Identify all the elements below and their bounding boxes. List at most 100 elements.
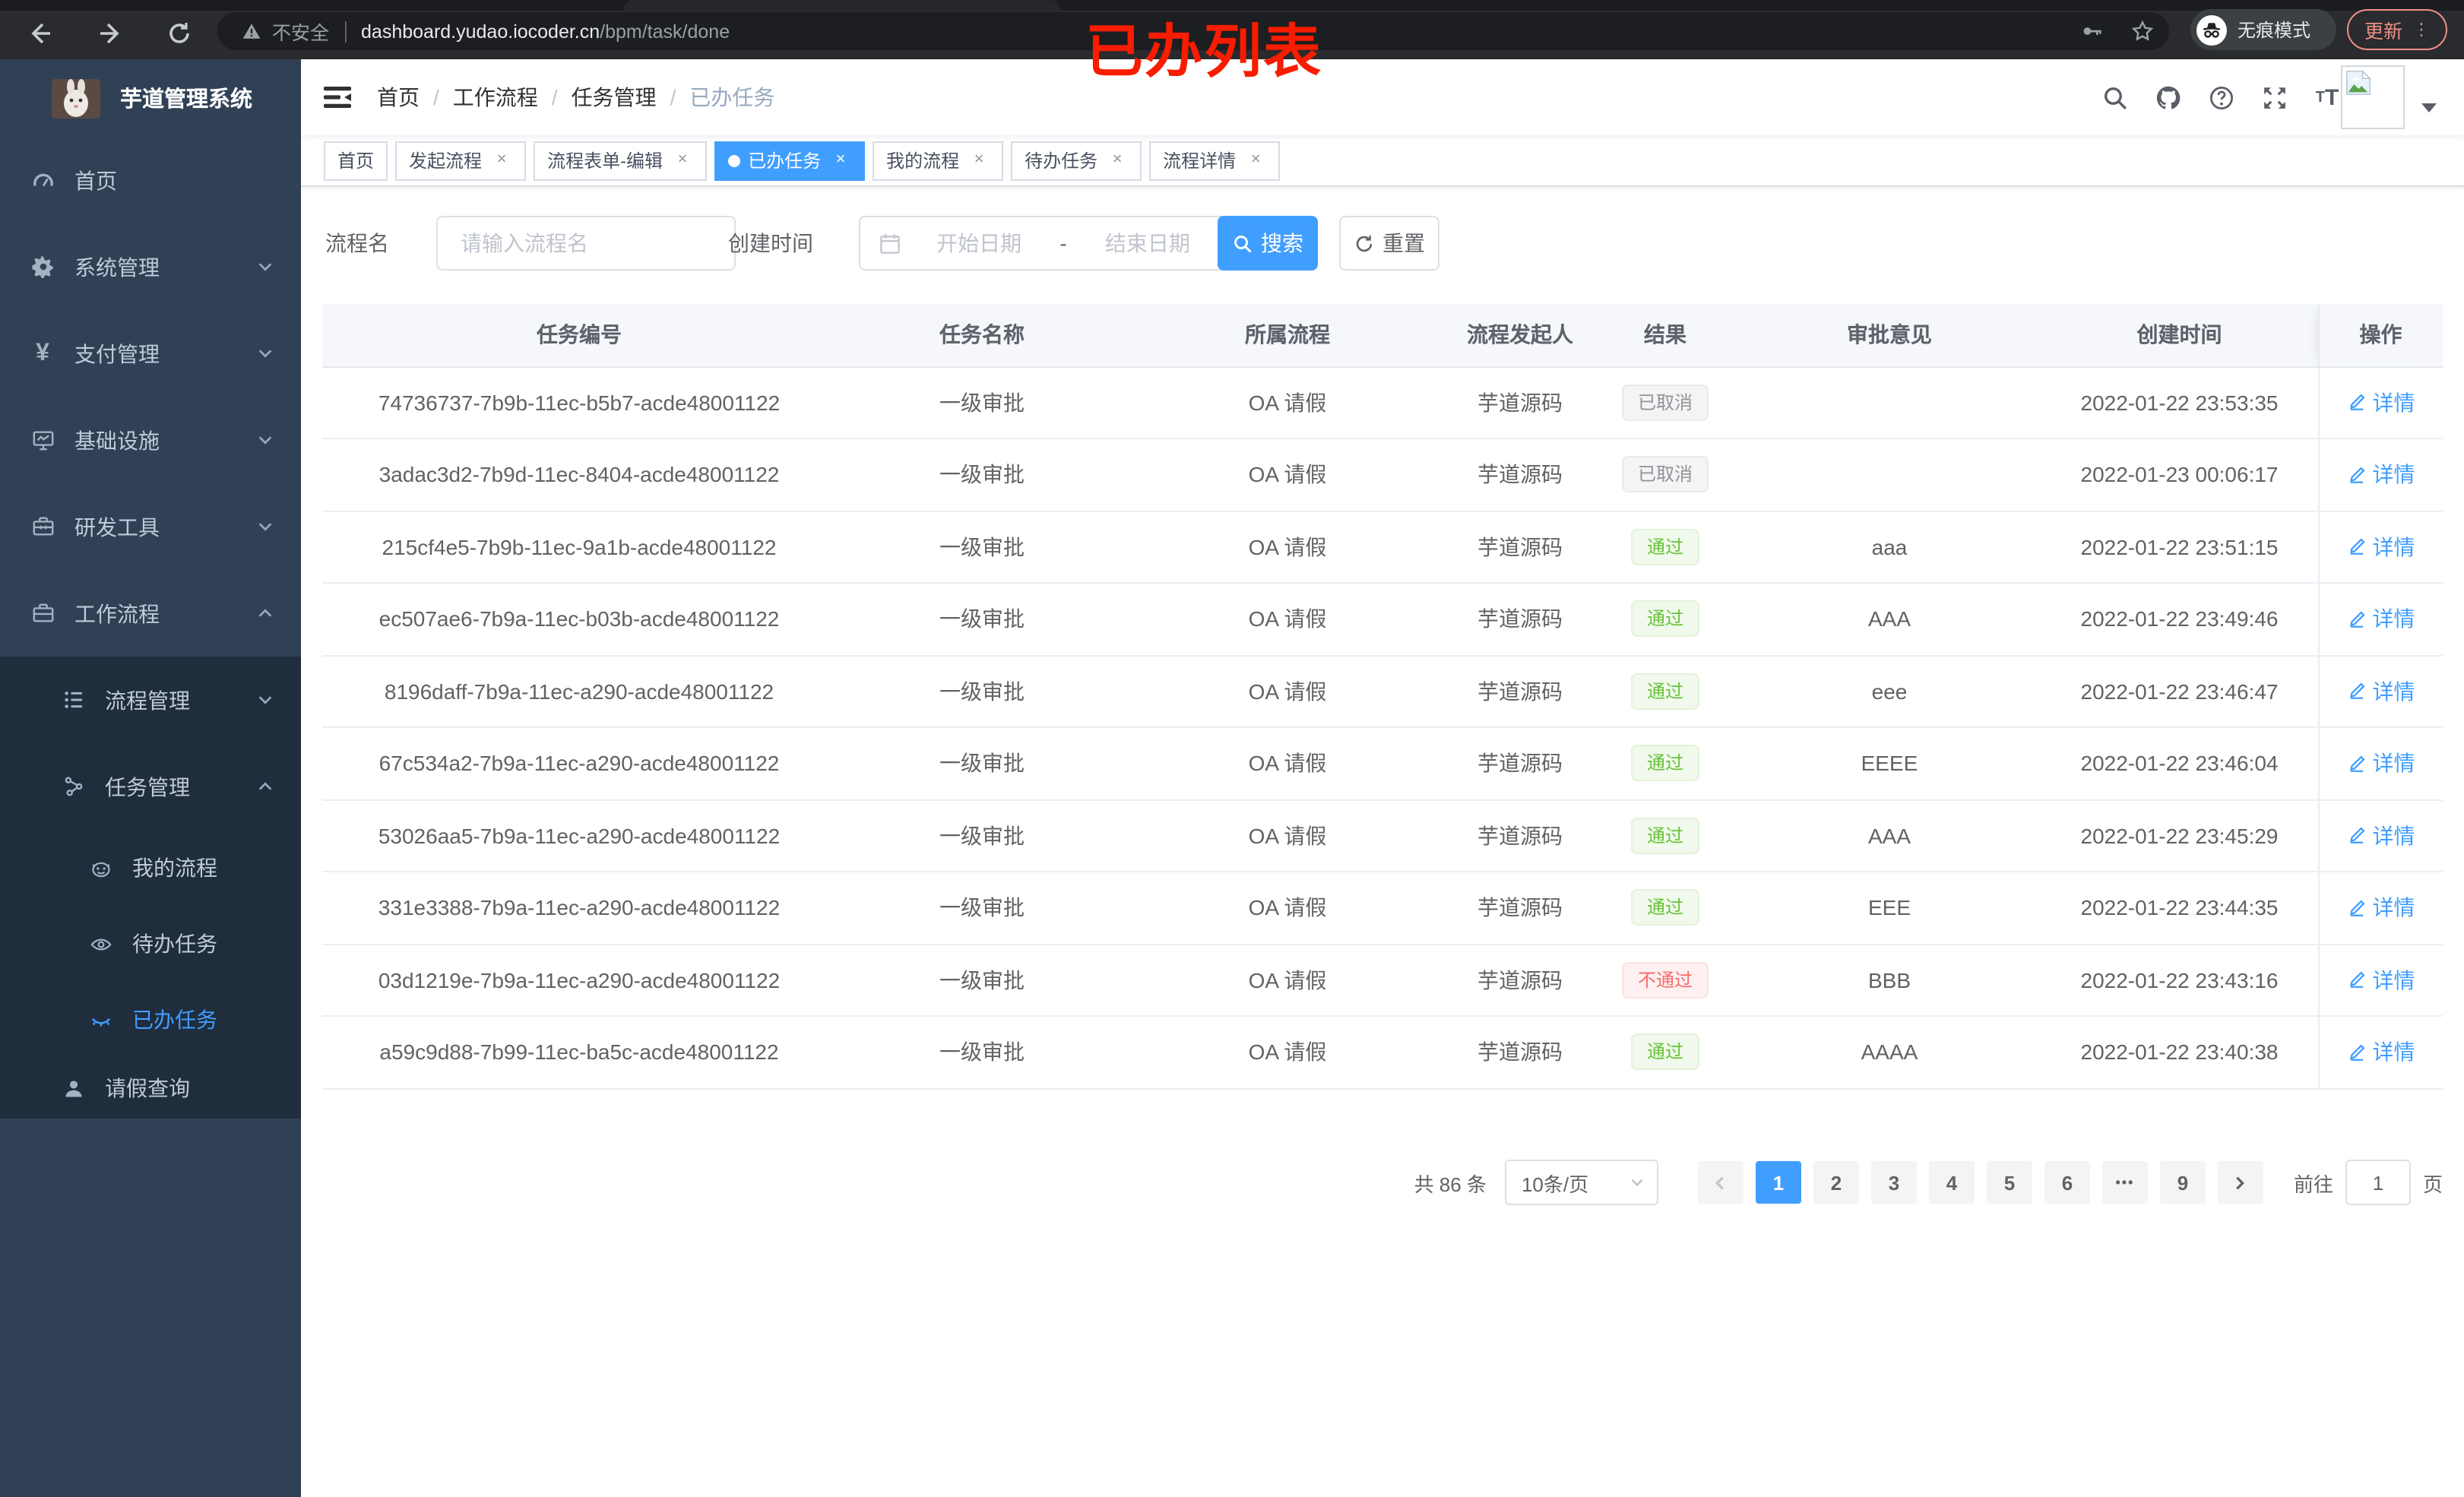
tags-view-bar: 首页 发起流程 × 流程表单-编辑 × 已办任务 × 我的流程 × 待办任务 × 流程详情… <box>301 135 2464 187</box>
table-row: 8196daff-7b9a-11ec-a290-acde48001122 一级审批… <box>322 655 2443 728</box>
page-button-3[interactable]: 3 <box>1870 1161 1917 1204</box>
detail-link[interactable]: 详情 <box>2347 748 2415 779</box>
forward-icon[interactable] <box>96 18 126 49</box>
close-icon[interactable]: × <box>1250 150 1261 168</box>
update-button[interactable]: 更新 ⋮ <box>2347 9 2447 50</box>
end-date-placeholder[interactable]: 结束日期 <box>1104 231 1190 255</box>
sidebar-item-label: 研发工具 <box>74 514 160 539</box>
detail-link[interactable]: 详情 <box>2347 532 2415 562</box>
detail-link[interactable]: 详情 <box>2347 1037 2415 1068</box>
tab-process-detail[interactable]: 流程详情 × <box>1149 141 1281 180</box>
tab-my-process[interactable]: 我的流程 × <box>873 141 1004 180</box>
process-name-input[interactable] <box>436 216 736 271</box>
table-row: 74736737-7b9b-11ec-b5b7-acde48001122 一级审批… <box>322 366 2443 439</box>
avatar[interactable] <box>2341 65 2405 129</box>
sidebar-item-devtools[interactable]: 研发工具 <box>0 483 301 570</box>
table-header-row: 任务编号 任务名称 所属流程 流程发起人 结果 审批意见 创建时间 操作 <box>322 304 2443 367</box>
table-row: 03d1219e-7b9a-11ec-a290-acde48001122 一级审批… <box>322 944 2443 1017</box>
detail-link[interactable]: 详情 <box>2347 893 2415 923</box>
goto-page-input[interactable] <box>2345 1160 2411 1205</box>
detail-link[interactable]: 详情 <box>2347 821 2415 851</box>
detail-link[interactable]: 详情 <box>2347 965 2415 995</box>
back-icon[interactable] <box>24 18 55 49</box>
status-badge: 已取消 <box>1622 456 1708 493</box>
breadcrumb-workflow[interactable]: 工作流程 <box>452 85 538 109</box>
status-badge: 通过 <box>1631 889 1699 926</box>
sidebar-item-workflow[interactable]: 工作流程 <box>0 570 301 657</box>
page-button-5[interactable]: 5 <box>1986 1161 2032 1204</box>
sidebar-toggle-icon[interactable] <box>322 82 353 112</box>
close-icon[interactable]: × <box>1112 150 1123 168</box>
page-size-select[interactable]: 10条/页 <box>1504 1160 1658 1205</box>
status-badge: 已取消 <box>1622 384 1708 421</box>
prev-page-button[interactable] <box>1697 1161 1743 1204</box>
warning-icon <box>242 24 261 39</box>
sidebar-item-my-process[interactable]: 我的流程 <box>0 830 301 906</box>
tab-form-edit[interactable]: 流程表单-编辑 × <box>534 141 708 180</box>
monitor-icon <box>30 428 55 452</box>
breadcrumb: 首页 / 工作流程 / 任务管理 / 已办任务 <box>377 59 774 135</box>
sidebar-item-system[interactable]: 系统管理 <box>0 223 301 310</box>
close-icon[interactable]: × <box>835 150 846 168</box>
sidebar-item-todo-tasks[interactable]: 待办任务 <box>0 906 301 982</box>
sidebar-item-task-mgmt[interactable]: 任务管理 <box>0 743 301 830</box>
browser-menu-icon[interactable]: ⋮ <box>2413 21 2430 40</box>
breadcrumb-task-mgmt[interactable]: 任务管理 <box>571 85 657 109</box>
close-icon[interactable]: × <box>677 150 688 168</box>
search-button[interactable]: 搜索 <box>1218 216 1318 271</box>
goto-label: 前往 <box>2293 1173 2333 1195</box>
star-icon[interactable] <box>2131 20 2154 43</box>
chevron-up-icon <box>258 609 272 617</box>
sidebar-item-home[interactable]: 首页 <box>0 137 301 223</box>
sidebar-item-infra[interactable]: 基础设施 <box>0 397 301 483</box>
col-task-id: 任务编号 <box>322 304 836 367</box>
sidebar-item-leave-query[interactable]: 请假查询 <box>0 1058 301 1119</box>
close-icon[interactable]: × <box>496 150 507 168</box>
page-button-9[interactable]: 9 <box>2159 1161 2206 1204</box>
start-date-placeholder[interactable]: 开始日期 <box>936 231 1022 255</box>
status-badge: 通过 <box>1631 528 1699 565</box>
search-icon[interactable] <box>2101 84 2128 111</box>
filter-bar: 流程名 创建时间 开始日期 - 结束日期 搜索 重置 <box>301 216 2464 271</box>
tab-done-tasks[interactable]: 已办任务 × <box>714 141 866 180</box>
page-button-6[interactable]: 6 <box>2044 1161 2090 1204</box>
sidebar-item-process-mgmt[interactable]: 流程管理 <box>0 657 301 743</box>
help-icon[interactable] <box>2207 84 2234 111</box>
tab-todo-tasks[interactable]: 待办任务 × <box>1011 141 1142 180</box>
next-page-button[interactable] <box>2217 1161 2263 1204</box>
sidebar-item-done-tasks[interactable]: 已办任务 <box>0 982 301 1058</box>
sidebar-item-label: 首页 <box>74 168 117 192</box>
sidebar-item-label: 基础设施 <box>74 428 160 452</box>
sidebar-logo[interactable]: 芋道管理系统 <box>0 59 301 137</box>
refresh-icon[interactable] <box>164 18 195 49</box>
detail-link[interactable]: 详情 <box>2347 388 2415 418</box>
security-label[interactable]: 不安全 <box>272 23 330 44</box>
caret-down-icon[interactable] <box>2421 103 2437 112</box>
tab-home[interactable]: 首页 <box>324 141 388 180</box>
breadcrumb-separator: / <box>433 85 439 109</box>
page-button-1[interactable]: 1 <box>1755 1161 1801 1204</box>
key-icon[interactable] <box>2081 20 2104 43</box>
detail-link[interactable]: 详情 <box>2347 604 2415 635</box>
close-icon[interactable]: × <box>974 150 984 168</box>
github-icon[interactable] <box>2154 84 2181 111</box>
fullscreen-icon[interactable] <box>2260 84 2288 111</box>
breadcrumb-separator: / <box>551 85 558 109</box>
detail-link[interactable]: 详情 <box>2347 676 2415 707</box>
tab-start-process[interactable]: 发起流程 × <box>395 141 527 180</box>
detail-link[interactable]: 详情 <box>2347 460 2415 490</box>
breadcrumb-home[interactable]: 首页 <box>377 85 420 109</box>
page-button-4[interactable]: 4 <box>1928 1161 1975 1204</box>
sidebar-item-pay[interactable]: ¥ 支付管理 <box>0 310 301 397</box>
toolbox-icon <box>30 514 55 539</box>
more-pages-icon[interactable]: ••• <box>2101 1161 2148 1204</box>
reset-button[interactable]: 重置 <box>1339 216 1439 271</box>
edit-icon <box>2349 610 2365 628</box>
flow-icon <box>61 774 85 799</box>
browser-active-tab[interactable] <box>623 0 1061 11</box>
page-button-2[interactable]: 2 <box>1813 1161 1859 1204</box>
url-bar[interactable]: 不安全 dashboard.yudao.iocoder.cn/bpm/task/… <box>217 12 2169 50</box>
date-range-picker[interactable]: 开始日期 - 结束日期 <box>859 216 1227 271</box>
